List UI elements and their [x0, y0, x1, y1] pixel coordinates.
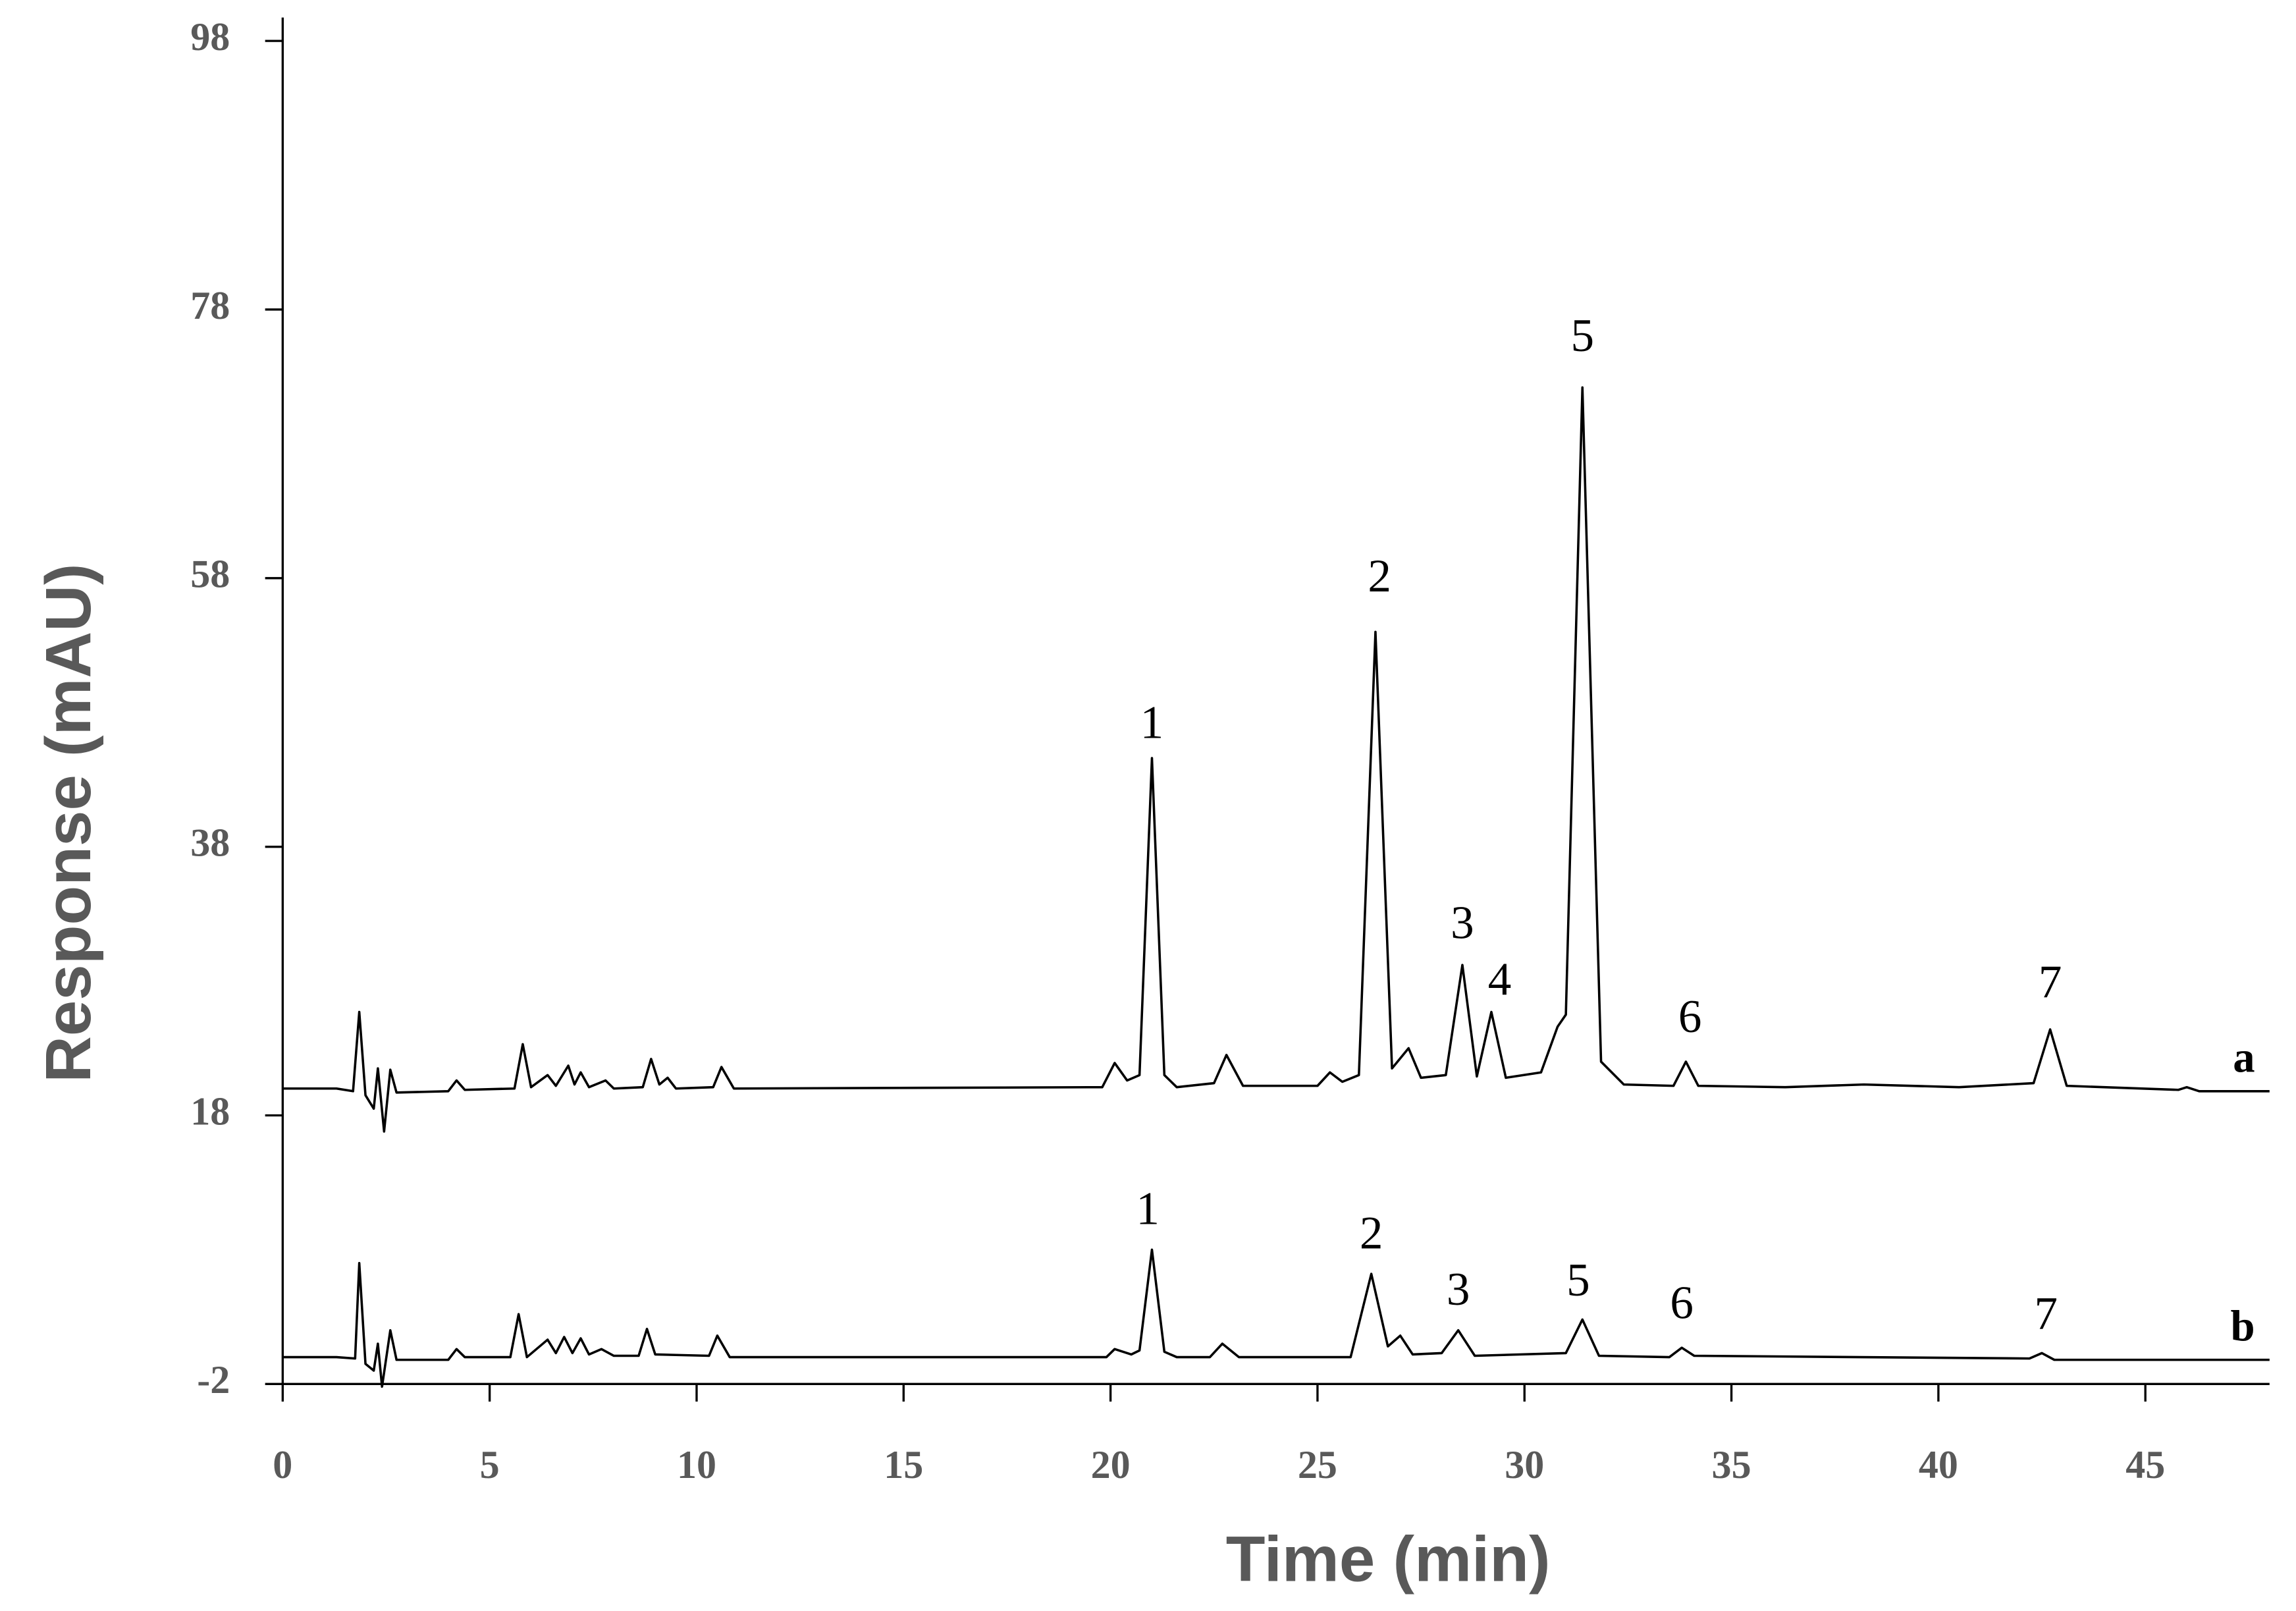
y-tick-label: 58	[190, 553, 230, 596]
peak-label: 5	[1570, 310, 1594, 362]
y-tick-label: 98	[190, 15, 230, 59]
peak-label: 1	[1136, 1184, 1160, 1235]
peak-label: 5	[1566, 1255, 1590, 1306]
y-tick-label: 18	[190, 1089, 230, 1133]
series-label: a	[2233, 1034, 2255, 1082]
series-line	[282, 386, 2270, 1133]
y-tick-label: 78	[190, 284, 230, 327]
x-tick-label: 30	[1505, 1443, 1544, 1487]
peak-label: 3	[1447, 1264, 1470, 1315]
x-tick-label: 20	[1091, 1443, 1131, 1487]
peak-label: 7	[2035, 1288, 2058, 1340]
peak-label: 2	[1368, 551, 1391, 602]
peak-label: 6	[1670, 1277, 1694, 1328]
peak-label: 2	[1360, 1207, 1383, 1259]
x-axis-title: Time (min)	[1226, 1523, 1551, 1595]
peak-label: 1	[1140, 697, 1164, 748]
x-tick-label: 15	[884, 1443, 923, 1487]
peak-label: 7	[2039, 956, 2062, 1008]
x-tick-label: 5	[480, 1443, 500, 1487]
x-tick-label: 10	[677, 1443, 716, 1487]
series-label: b	[2230, 1302, 2255, 1350]
series-line	[282, 1248, 2270, 1388]
x-tick-label: 25	[1298, 1443, 1337, 1487]
peak-label: 3	[1451, 897, 1474, 948]
y-axis-title: Response (mAU)	[32, 564, 104, 1083]
x-tick-label: 45	[2125, 1443, 2165, 1487]
x-tick-label: 0	[273, 1443, 292, 1487]
x-tick-label: 35	[1712, 1443, 1751, 1487]
x-tick-label: 40	[1919, 1443, 1958, 1487]
peak-label: 4	[1488, 954, 1512, 1005]
y-tick-label: -2	[197, 1358, 230, 1402]
peak-label: 6	[1678, 991, 1702, 1043]
y-tick-label: 38	[190, 821, 230, 864]
